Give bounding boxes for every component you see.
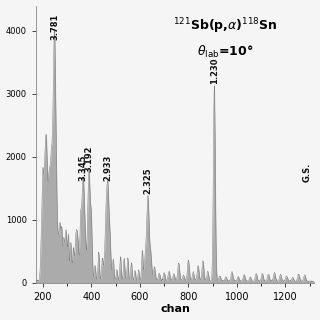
X-axis label: chan: chan (160, 304, 190, 315)
Text: 3.345: 3.345 (78, 155, 87, 181)
Text: $^{121}$Sb(p,$\alpha$)$^{118}$Sn: $^{121}$Sb(p,$\alpha$)$^{118}$Sn (173, 17, 277, 36)
Text: 2.933: 2.933 (103, 155, 112, 181)
Text: 3.192: 3.192 (84, 145, 93, 172)
Text: $\theta_{\mathrm{lab}}$=10°: $\theta_{\mathrm{lab}}$=10° (197, 44, 253, 60)
Text: 1.230: 1.230 (210, 57, 219, 84)
Text: 3.781: 3.781 (50, 13, 59, 40)
Text: G.S.: G.S. (303, 163, 312, 182)
Text: 2.325: 2.325 (143, 167, 152, 194)
